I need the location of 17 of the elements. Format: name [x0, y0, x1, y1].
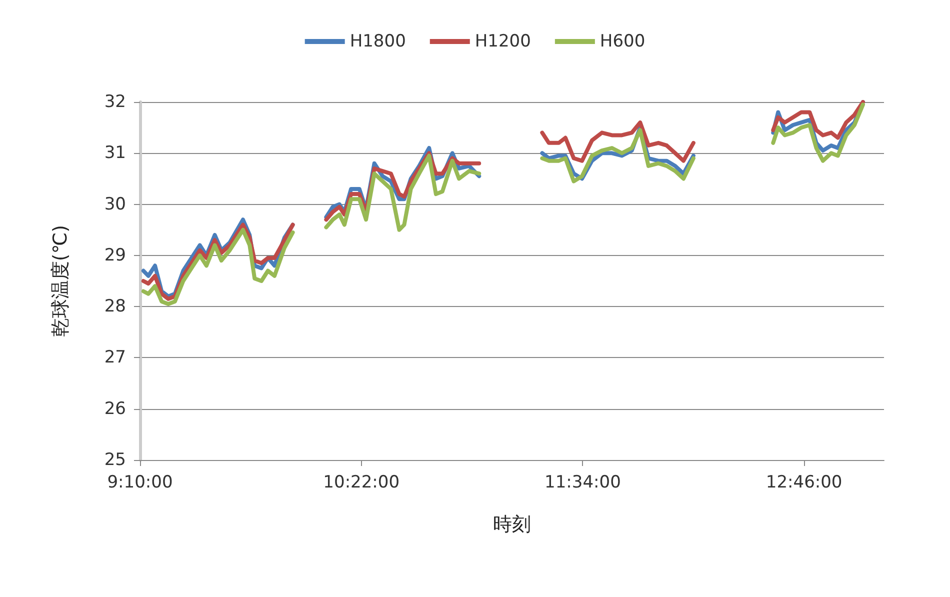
x-axis-title: 時刻	[493, 514, 531, 536]
y-tick-label: 26	[104, 398, 126, 419]
y-tick-label: 30	[104, 194, 126, 214]
y-tick-label: 27	[104, 348, 126, 368]
x-tick-label: 10:22:00	[323, 472, 400, 492]
y-tick-label: 32	[104, 92, 126, 112]
legend-label: H600	[600, 32, 646, 52]
x-tick-label: 11:34:00	[544, 472, 621, 492]
y-axis-title: 乾球温度(℃)	[50, 224, 72, 338]
y-tick-label: 29	[104, 245, 126, 266]
y-tick-label: 28	[104, 296, 126, 317]
x-tick-label: 12:46:00	[766, 472, 842, 492]
legend-label: H1200	[474, 32, 531, 52]
y-tick-label: 25	[104, 450, 126, 470]
legend-label: H1800	[350, 32, 406, 52]
y-tick-label: 31	[104, 143, 126, 164]
x-tick-label: 9:10:00	[107, 472, 173, 492]
